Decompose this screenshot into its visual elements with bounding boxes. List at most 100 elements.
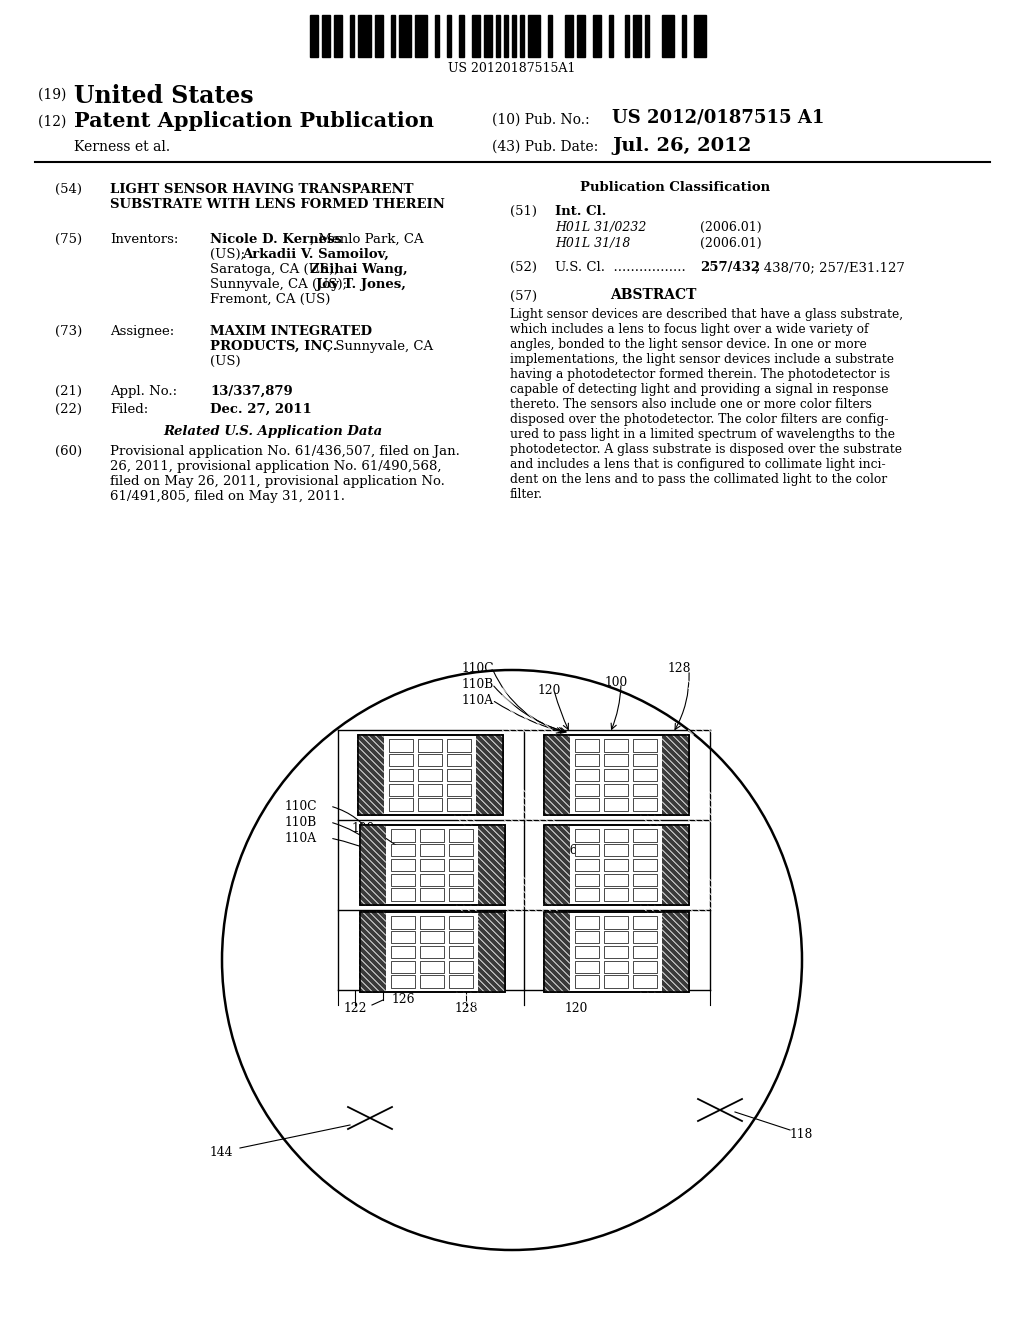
Bar xyxy=(478,825,505,906)
Bar xyxy=(633,754,657,767)
Bar xyxy=(449,916,473,928)
Bar xyxy=(544,912,569,993)
Text: 120: 120 xyxy=(538,684,561,697)
Text: , Sunnyvale, CA: , Sunnyvale, CA xyxy=(327,341,433,352)
Bar xyxy=(418,784,442,796)
Bar xyxy=(323,15,330,57)
Bar xyxy=(549,15,552,57)
Bar xyxy=(564,15,572,57)
Text: Light sensor devices are described that have a glass substrate,
which includes a: Light sensor devices are described that … xyxy=(510,308,903,502)
Bar xyxy=(633,784,657,796)
Bar xyxy=(604,874,628,886)
Bar xyxy=(446,784,471,796)
Bar xyxy=(389,799,414,810)
Bar xyxy=(633,888,657,900)
Bar xyxy=(574,874,599,886)
Bar xyxy=(496,15,500,57)
Bar xyxy=(512,15,516,57)
Bar xyxy=(604,784,628,796)
Bar xyxy=(544,825,688,906)
Bar xyxy=(449,888,473,900)
Bar xyxy=(310,15,318,57)
Text: 126: 126 xyxy=(391,993,415,1006)
Bar xyxy=(399,15,411,57)
Bar xyxy=(449,829,473,842)
Bar xyxy=(574,931,599,944)
Bar xyxy=(544,735,688,814)
Text: Int. Cl.: Int. Cl. xyxy=(555,205,606,218)
Bar xyxy=(420,859,444,871)
Text: Publication Classification: Publication Classification xyxy=(580,181,770,194)
Bar xyxy=(633,15,641,57)
Bar xyxy=(604,739,628,751)
Bar xyxy=(447,15,452,57)
Bar xyxy=(633,859,657,871)
Bar xyxy=(662,15,674,57)
Bar xyxy=(604,859,628,871)
Text: H01L 31/18: H01L 31/18 xyxy=(555,238,631,249)
Bar xyxy=(544,825,688,906)
Bar xyxy=(418,739,442,751)
Bar xyxy=(389,754,414,767)
Text: 122: 122 xyxy=(343,1002,367,1015)
Bar xyxy=(604,975,628,987)
Bar xyxy=(574,961,599,973)
Bar xyxy=(449,874,473,886)
Bar xyxy=(604,829,628,842)
Bar xyxy=(420,946,444,958)
Text: LIGHT SENSOR HAVING TRANSPARENT
SUBSTRATE WITH LENS FORMED THEREIN: LIGHT SENSOR HAVING TRANSPARENT SUBSTRAT… xyxy=(110,183,444,211)
Bar xyxy=(472,15,479,57)
Text: (2006.01): (2006.01) xyxy=(700,220,762,234)
Bar xyxy=(420,829,444,842)
Bar xyxy=(359,825,505,906)
Bar xyxy=(391,843,415,857)
Bar xyxy=(446,739,471,751)
Bar xyxy=(435,15,439,57)
Bar xyxy=(391,931,415,944)
Text: (US): (US) xyxy=(210,355,241,368)
Text: Appl. No.:: Appl. No.: xyxy=(110,385,177,399)
Bar xyxy=(446,799,471,810)
Text: 118: 118 xyxy=(790,1129,813,1142)
Text: (19): (19) xyxy=(38,88,71,102)
Text: (57): (57) xyxy=(510,290,538,304)
Bar xyxy=(359,912,505,993)
Bar xyxy=(604,916,628,928)
Text: (21): (21) xyxy=(55,385,82,399)
Bar xyxy=(633,916,657,928)
Bar xyxy=(389,784,414,796)
Bar xyxy=(449,859,473,871)
Bar xyxy=(420,931,444,944)
Bar xyxy=(574,916,599,928)
Bar xyxy=(574,739,599,751)
Bar xyxy=(389,768,414,781)
Text: Inventors:: Inventors: xyxy=(110,234,178,246)
Text: 126: 126 xyxy=(555,843,579,857)
Bar xyxy=(420,843,444,857)
Bar xyxy=(574,859,599,871)
Bar xyxy=(577,15,585,57)
Text: Joy T. Jones,: Joy T. Jones, xyxy=(316,279,406,290)
Bar xyxy=(593,15,601,57)
Text: US 20120187515A1: US 20120187515A1 xyxy=(449,62,575,75)
Bar xyxy=(357,735,384,814)
Bar xyxy=(574,768,599,781)
Bar xyxy=(359,825,505,906)
Bar xyxy=(391,975,415,987)
Bar xyxy=(334,15,342,57)
Bar xyxy=(359,825,386,906)
Text: Sunnyvale, CA (US);: Sunnyvale, CA (US); xyxy=(210,279,351,290)
Bar xyxy=(633,946,657,958)
Bar xyxy=(604,931,628,944)
Bar xyxy=(460,15,464,57)
Text: 110A: 110A xyxy=(285,832,317,845)
Bar xyxy=(358,15,371,57)
Bar xyxy=(418,768,442,781)
Text: ; 438/70; 257/E31.127: ; 438/70; 257/E31.127 xyxy=(755,261,905,275)
Bar xyxy=(663,912,688,993)
Bar xyxy=(449,843,473,857)
Bar xyxy=(574,843,599,857)
Text: MAXIM INTEGRATED
PRODUCTS, INC.: MAXIM INTEGRATED PRODUCTS, INC. xyxy=(210,325,372,352)
Bar xyxy=(420,975,444,987)
Bar xyxy=(449,946,473,958)
